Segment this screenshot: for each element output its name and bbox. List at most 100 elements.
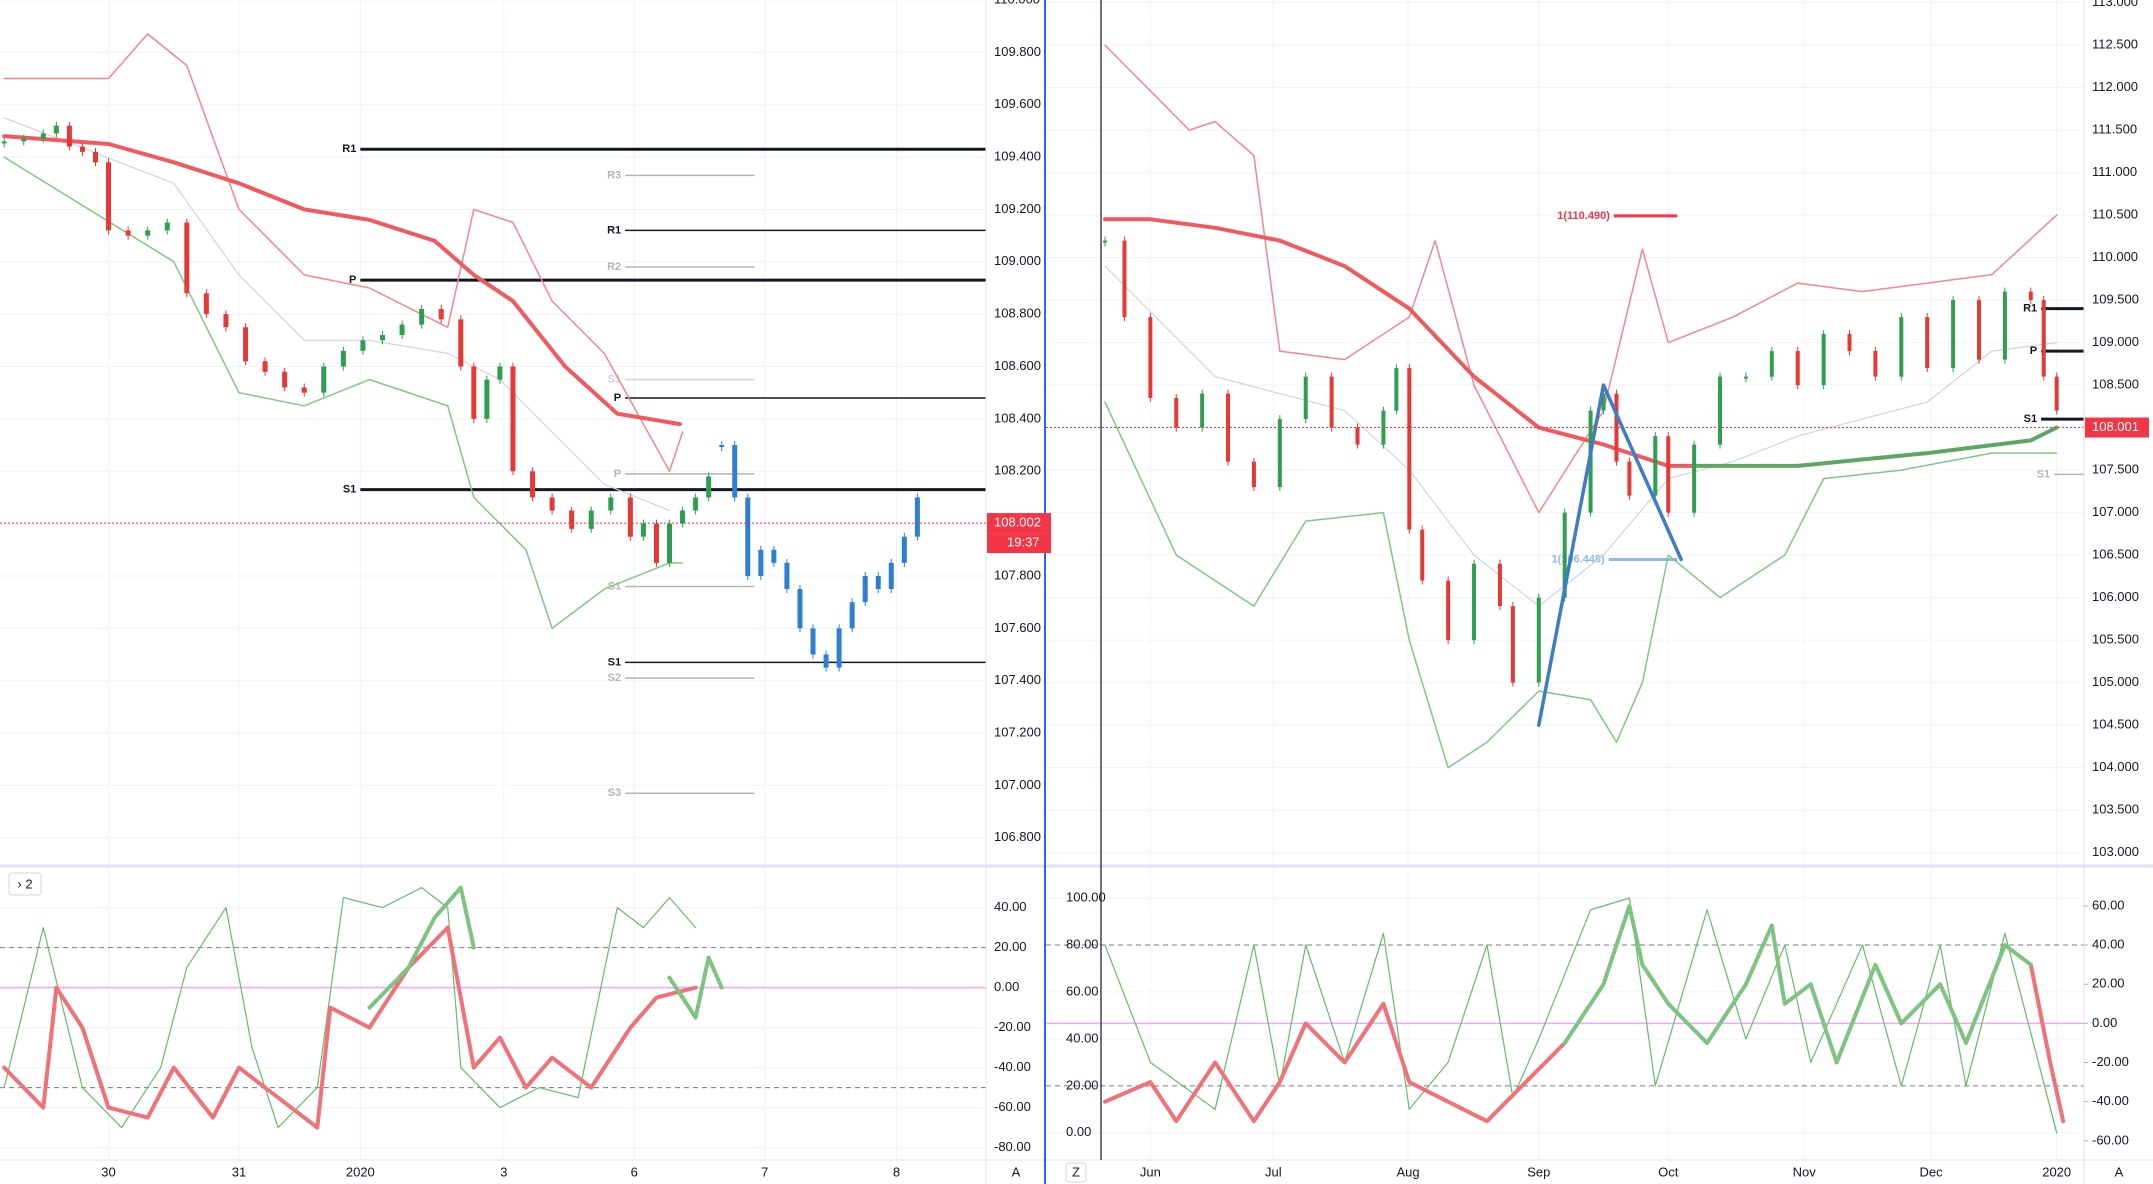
- collapse-button-label[interactable]: › 2: [17, 876, 32, 891]
- pane: [1046, 897, 2084, 1134]
- price-bar: [145, 230, 151, 236]
- level-label: S3: [608, 787, 621, 799]
- countdown-label: 19:37: [1007, 535, 1040, 550]
- series-line: [3, 117, 671, 512]
- x-tick-label: Aug: [1396, 1164, 1419, 1179]
- price-bar: [1627, 461, 1632, 496]
- series-line: [367, 885, 724, 1020]
- y-tick-label: 107.800: [994, 567, 1041, 582]
- price-tag-label: 108.002: [994, 515, 1041, 530]
- price-bar: [1472, 563, 1477, 641]
- price-bar: [301, 387, 307, 393]
- price-bar: [1614, 393, 1619, 462]
- y-tick-label: 0.00: [994, 979, 1019, 994]
- level-label: 1(106.448): [1551, 553, 1605, 565]
- y-tick-label: 103.000: [2092, 844, 2139, 859]
- x-tick-label: Dec: [1920, 1164, 1944, 1179]
- price-bar: [1277, 419, 1282, 488]
- price-bar: [53, 125, 59, 134]
- price-bar: [1103, 240, 1108, 243]
- y-tick-label: 20.00: [994, 939, 1027, 954]
- y-tick-label: -20.00: [994, 1019, 1031, 1034]
- price-bar: [849, 602, 855, 629]
- price-bar: [1497, 563, 1502, 607]
- level-label: S1: [608, 656, 621, 668]
- pane: 1(110.490) 1(106.448) R1 P S1 S1: [1046, 44, 2084, 769]
- y-tick-label: 105.000: [2092, 674, 2139, 689]
- y-tick-label: 108.500: [2092, 377, 2139, 392]
- price-bar: [771, 549, 777, 563]
- price-bar: [2054, 376, 2059, 411]
- zoom-button-label[interactable]: Z: [1072, 1164, 1080, 1179]
- price-bar: [1329, 376, 1334, 428]
- price-bar: [510, 366, 516, 472]
- y-tick-label: 40.00: [994, 899, 1027, 914]
- y-tick-label: 110.500: [2092, 207, 2138, 222]
- price-bar: [875, 575, 881, 590]
- price-bar: [1821, 334, 1826, 386]
- price-bar: [1251, 461, 1256, 488]
- series-line: [3, 887, 697, 1129]
- level-label: S1: [343, 483, 356, 495]
- level-label: S2: [608, 672, 621, 684]
- price-bar: [203, 293, 209, 315]
- level-label: R1: [2023, 303, 2037, 315]
- price-bar: [262, 361, 268, 372]
- y-tick-label: 109.400: [994, 149, 1041, 164]
- price-bar: [549, 497, 555, 511]
- price-bar: [732, 445, 738, 498]
- y-tick-label: 107.000: [994, 777, 1041, 792]
- level-label: S1: [2037, 468, 2050, 480]
- zoom-button[interactable]: [1065, 1162, 1087, 1183]
- series-line: [3, 156, 684, 630]
- series-line: [1103, 217, 1697, 468]
- y-tick-label: -40.00: [994, 1059, 1031, 1074]
- price-bar: [458, 319, 464, 367]
- price-bar: [758, 549, 764, 576]
- y-tick-label: 111.000: [2092, 164, 2137, 179]
- level-label: S1: [2024, 413, 2037, 425]
- price-bar: [321, 366, 327, 393]
- level-label: R1: [342, 143, 356, 155]
- price-bar: [1303, 376, 1308, 420]
- y-tick-label: -80.00: [994, 1139, 1031, 1154]
- price-bar: [1653, 436, 1658, 496]
- auto-scale-button[interactable]: A: [1012, 1164, 1021, 1179]
- price-bar: [21, 138, 27, 142]
- y-tick-label: 80.00: [1066, 936, 1099, 951]
- price-bar: [1148, 317, 1153, 398]
- collapse-button[interactable]: [8, 872, 42, 896]
- y-tick-label: 109.800: [994, 44, 1041, 59]
- series-line: [1104, 897, 2058, 1134]
- price-bar: [1446, 580, 1451, 641]
- price-tag-label: 108.001: [2092, 419, 2139, 434]
- price-bar: [1899, 317, 1904, 377]
- y-tick-label: 109.200: [994, 201, 1041, 216]
- series-line: [1692, 425, 2059, 468]
- y2-tick-label: 20.00: [2092, 976, 2125, 991]
- price-bar: [588, 510, 594, 529]
- price-bar: [1394, 368, 1399, 411]
- price-bar: [627, 497, 633, 537]
- price-bar: [719, 445, 725, 448]
- price-bar: [1718, 376, 1723, 445]
- price-bar: [2041, 300, 2046, 377]
- level-label: R2: [607, 261, 621, 273]
- price-bar: [1692, 444, 1697, 513]
- auto-scale-button[interactable]: A: [2115, 1164, 2124, 1179]
- price-bar: [1, 141, 7, 144]
- price-bar: [380, 335, 386, 341]
- x-tick-label: 3: [500, 1164, 507, 1179]
- level-label: P: [614, 468, 621, 480]
- price-bar: [2028, 291, 2033, 301]
- x-tick-label: Sep: [1527, 1164, 1550, 1179]
- price-bar: [1355, 427, 1360, 445]
- x-tick-label: 8: [893, 1164, 900, 1179]
- price-bar: [667, 523, 673, 563]
- price-bar: [1666, 436, 1671, 513]
- price-bar: [360, 340, 366, 351]
- x-tick-label: 30: [101, 1164, 115, 1179]
- x-tick-label: 2020: [2042, 1164, 2071, 1179]
